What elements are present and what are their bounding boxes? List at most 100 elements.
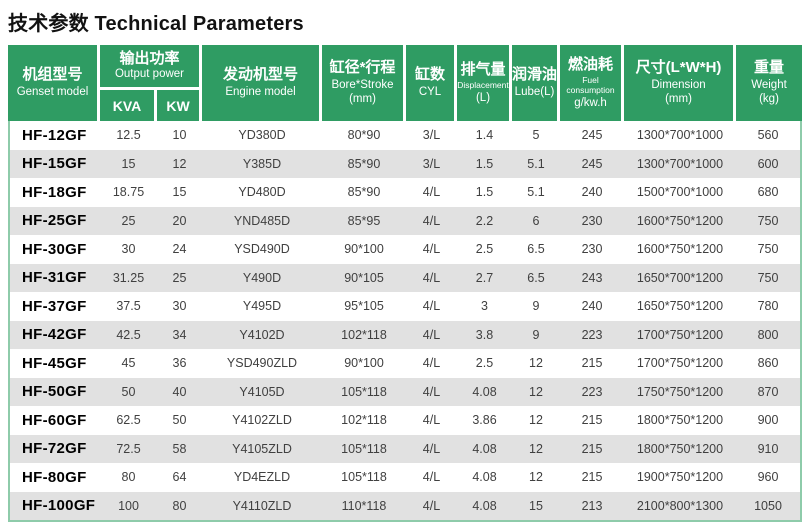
- value-cell: 2100*800*1300: [636, 498, 724, 513]
- header-output-power-label: 输出功率 Output power: [100, 45, 199, 90]
- value-cell: 5.1: [527, 156, 545, 171]
- value-cell: 1700*750*1200: [636, 327, 724, 342]
- value-cell: 4.08: [472, 441, 497, 456]
- value-cell: 240: [581, 185, 603, 200]
- value-cell: 223: [581, 327, 603, 342]
- value-cell: 24: [172, 242, 187, 257]
- table-header: 机组型号 Genset model 输出功率 Output power KVA …: [8, 45, 802, 121]
- header-lube-zh: 润滑油: [512, 66, 558, 84]
- value-cell: Y495D: [242, 299, 282, 314]
- header-weight-zh: 重量: [753, 59, 784, 77]
- header-weight: 重量 Weight (kg): [736, 45, 802, 121]
- header-bore-stroke-zh: 缸径*行程: [329, 59, 396, 77]
- value-cell: 64: [172, 470, 187, 485]
- value-cell: 960: [757, 470, 779, 485]
- header-cyl-zh: 缸数: [414, 66, 445, 84]
- value-cell: YD4EZLD: [233, 470, 291, 485]
- value-cell: 900: [757, 413, 779, 428]
- value-cell: 102*118: [341, 327, 387, 342]
- value-cell: 1300*700*1000: [636, 128, 724, 143]
- value-cell: YD380D: [238, 128, 286, 143]
- value-cell: 2.2: [475, 213, 494, 228]
- value-cell: 40: [172, 384, 187, 399]
- header-output-power-subrow: KVA KW: [100, 90, 199, 121]
- header-dimension-en: Dimension: [651, 79, 706, 91]
- value-cell: 90*100: [344, 242, 384, 257]
- value-cell: 215: [581, 441, 603, 456]
- value-cell: 50: [172, 413, 187, 428]
- value-cell: 245: [581, 156, 603, 171]
- value-cell: 2.7: [475, 270, 494, 285]
- table-row: HF-80GF 80 64 YD4EZLD 105*118 4/L 4.08 12 215 190…: [10, 463, 800, 492]
- table-row: HF-72GF 72.5 58 Y4105ZLD 105*118 4/L 4.08 12 215…: [10, 434, 800, 463]
- value-cell: 9: [532, 299, 540, 314]
- value-cell: 15: [121, 156, 136, 171]
- value-cell: 3: [481, 299, 488, 314]
- value-cell: 560: [757, 128, 779, 143]
- value-cell: 1.5: [475, 185, 494, 200]
- value-cell: 31.25: [112, 270, 145, 285]
- value-cell: 910: [757, 441, 779, 456]
- value-cell: 2.5: [475, 356, 494, 371]
- value-cell: 4.08: [472, 470, 497, 485]
- header-bore-stroke-unit: (mm): [349, 93, 376, 106]
- value-cell: 4.08: [472, 498, 497, 513]
- value-cell: 90*100: [344, 356, 384, 371]
- header-lube: 润滑油 Lube(L): [512, 45, 560, 121]
- value-cell: 213: [581, 498, 603, 513]
- value-cell: 85*95: [347, 213, 381, 228]
- header-genset-model: 机组型号 Genset model: [8, 45, 100, 121]
- value-cell: 3.86: [472, 413, 497, 428]
- value-cell: 12: [172, 156, 187, 171]
- genset-model-cell: HF-100GF: [22, 497, 96, 515]
- value-cell: 4.08: [472, 384, 497, 399]
- value-cell: 6.5: [527, 270, 545, 285]
- value-cell: 4/L: [422, 356, 441, 371]
- value-cell: 230: [581, 213, 603, 228]
- header-engine-model: 发动机型号 Engine model: [202, 45, 322, 121]
- header-weight-unit: (kg): [759, 93, 779, 106]
- value-cell: 15: [172, 185, 187, 200]
- header-bore-stroke: 缸径*行程 Bore*Stroke (mm): [322, 45, 406, 121]
- genset-model-cell: HF-30GF: [22, 240, 87, 258]
- value-cell: 1650*700*1200: [636, 270, 724, 285]
- value-cell: 800: [757, 327, 779, 342]
- header-output-power-en: Output power: [114, 68, 185, 81]
- header-dimension-zh: 尺寸(L*W*H): [635, 59, 722, 77]
- value-cell: 72.5: [116, 441, 141, 456]
- value-cell: 12: [529, 413, 543, 428]
- value-cell: 750: [757, 242, 779, 257]
- value-cell: 12: [529, 384, 543, 399]
- table-row: HF-30GF 30 24 YSD490D 90*100 4/L 2.5 6.5 230 1600…: [10, 235, 800, 264]
- table-row: HF-15GF 15 12 Y385D 85*90 3/L 1.5 5.1 245 1300*70…: [10, 149, 800, 178]
- genset-model-cell: HF-31GF: [22, 269, 87, 287]
- table-row: HF-37GF 37.5 30 Y495D 95*105 4/L 3 9 240 1650*750…: [10, 292, 800, 321]
- genset-model-cell: HF-25GF: [22, 212, 87, 230]
- value-cell: 215: [581, 356, 603, 371]
- header-engine-model-zh: 发动机型号: [222, 66, 298, 84]
- value-cell: 4/L: [422, 327, 441, 342]
- header-weight-en: Weight: [751, 79, 787, 91]
- value-cell: 223: [581, 384, 603, 399]
- table-row: HF-25GF 25 20 YND485D 85*95 4/L 2.2 6 230 1600*75…: [10, 206, 800, 235]
- value-cell: 58: [172, 441, 187, 456]
- header-displacement-unit: (L): [475, 91, 491, 104]
- value-cell: 85*90: [347, 185, 381, 200]
- header-kw: KW: [166, 97, 190, 114]
- value-cell: 25: [121, 213, 136, 228]
- value-cell: 4/L: [422, 213, 441, 228]
- value-cell: 860: [757, 356, 779, 371]
- value-cell: 4/L: [422, 299, 441, 314]
- value-cell: 12: [529, 441, 543, 456]
- value-cell: 105*118: [341, 470, 387, 485]
- genset-model-cell: HF-18GF: [22, 183, 87, 201]
- value-cell: 80: [121, 470, 136, 485]
- value-cell: Y490D: [242, 270, 282, 285]
- header-fuel-consumption: 燃油耗 Fuel consumption g/kw.h: [560, 45, 624, 121]
- table-row: HF-18GF 18.75 15 YD480D 85*90 4/L 1.5 5.1 240 150…: [10, 178, 800, 207]
- header-displacement-zh: 排气量: [460, 61, 506, 79]
- header-output-power: 输出功率 Output power KVA KW: [100, 45, 202, 121]
- header-kva: KVA: [100, 90, 157, 121]
- value-cell: 1300*700*1000: [636, 156, 724, 171]
- value-cell: 45: [121, 356, 136, 371]
